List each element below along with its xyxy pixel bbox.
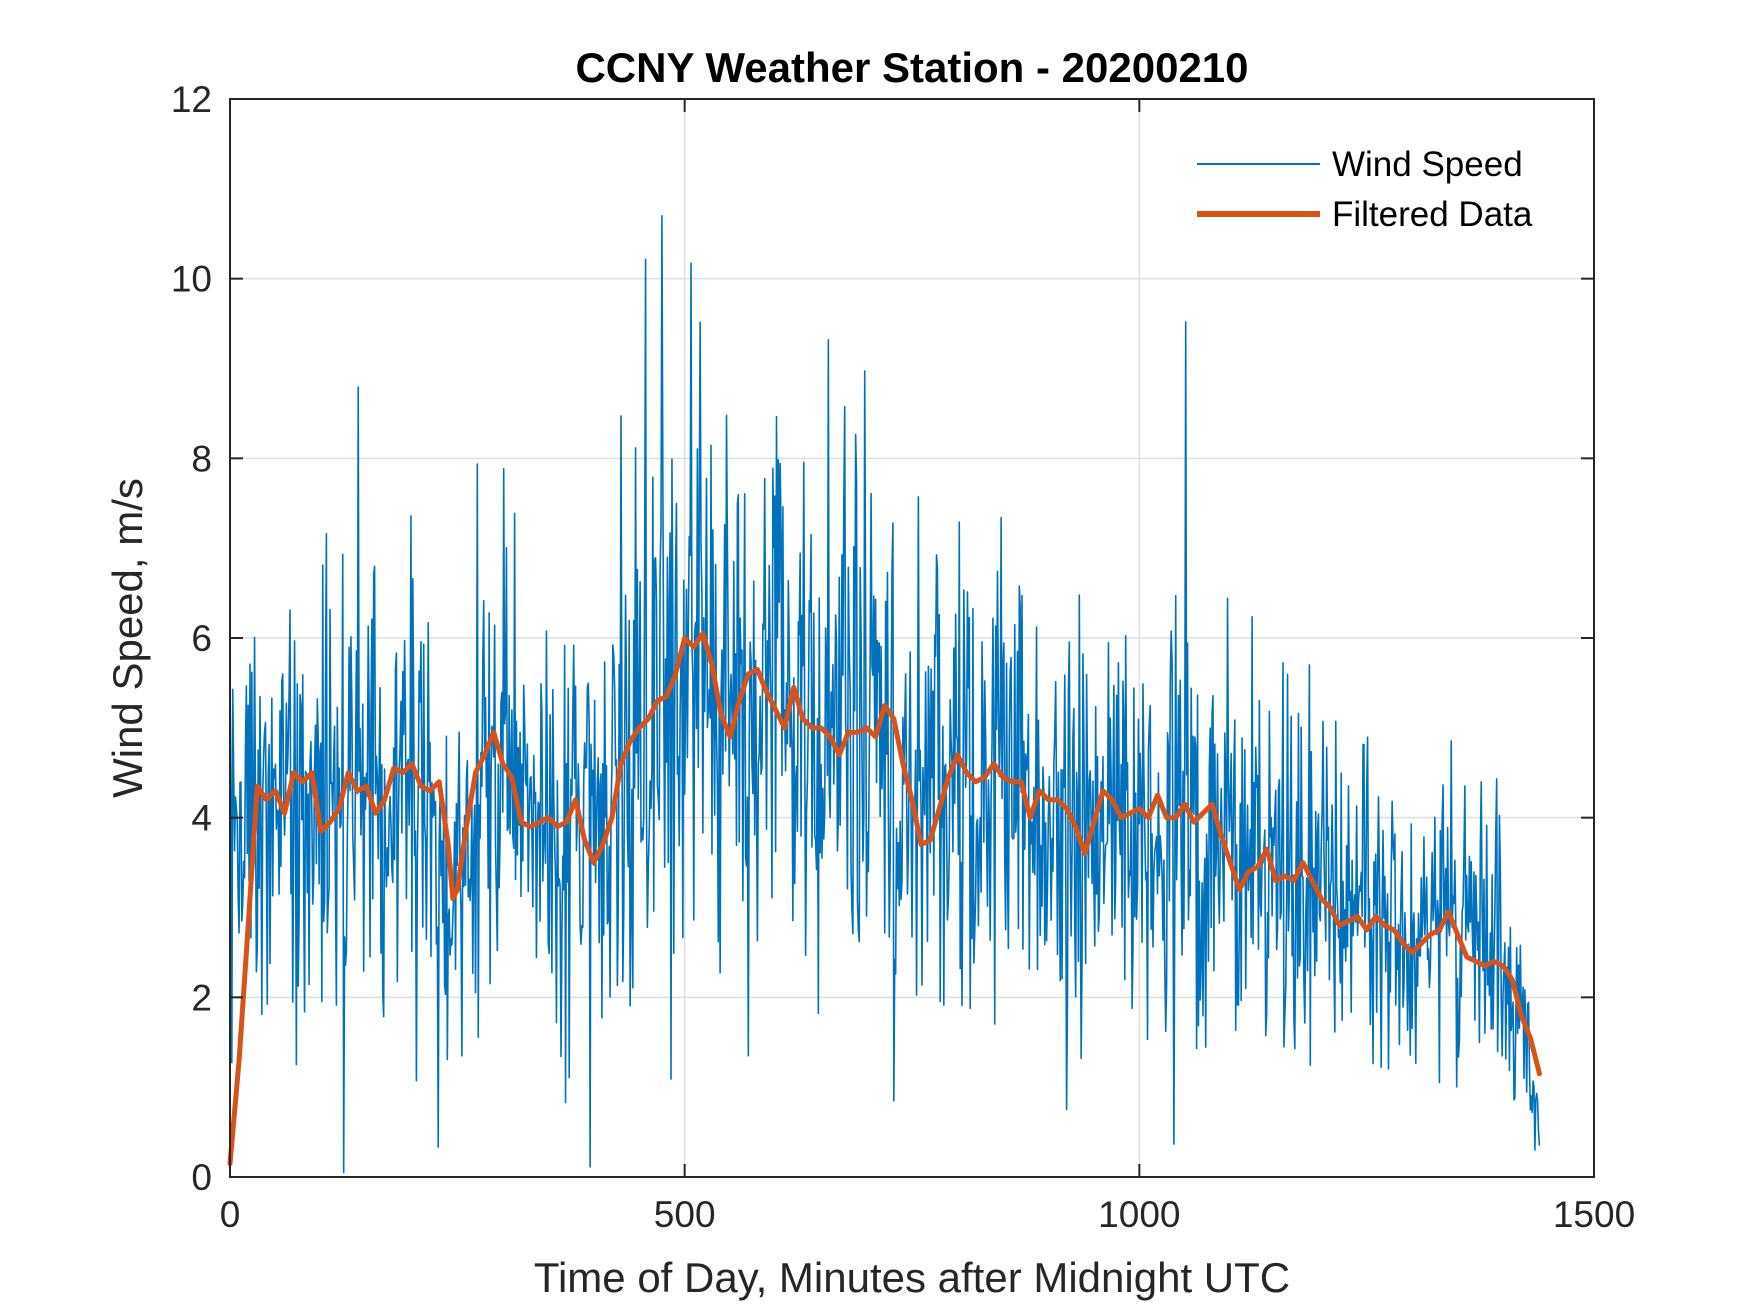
y-tick-label: 6 bbox=[191, 618, 212, 659]
x-tick-label: 0 bbox=[220, 1194, 241, 1235]
series-wind-speed bbox=[229, 214, 1541, 1174]
legend-wind-speed-label: Wind Speed bbox=[1332, 145, 1523, 184]
series-filtered-data bbox=[227, 631, 1542, 1167]
y-tick-label: 8 bbox=[191, 438, 212, 479]
x-tick-label: 1000 bbox=[1098, 1194, 1180, 1235]
y-axis-label: Wind Speed, m/s bbox=[104, 478, 151, 798]
y-tick-label: 12 bbox=[171, 79, 212, 120]
x-axis-label: Time of Day, Minutes after Midnight UTC bbox=[534, 1254, 1290, 1301]
x-tick-label: 500 bbox=[654, 1194, 716, 1235]
y-tick-label: 0 bbox=[191, 1157, 212, 1198]
y-tick-label: 10 bbox=[171, 259, 212, 300]
x-tick-label: 1500 bbox=[1553, 1194, 1635, 1235]
ticks: 0 500 1000 1500 0 2 4 6 8 10 12 bbox=[171, 79, 1635, 1235]
chart-title: CCNY Weather Station - 20200210 bbox=[575, 44, 1248, 91]
legend-filtered-data-label: Filtered Data bbox=[1332, 195, 1533, 234]
y-tick-label: 4 bbox=[191, 798, 212, 839]
y-tick-label: 2 bbox=[191, 977, 212, 1018]
series-layer bbox=[227, 214, 1542, 1174]
legend: Wind Speed Filtered Data bbox=[1197, 145, 1533, 234]
